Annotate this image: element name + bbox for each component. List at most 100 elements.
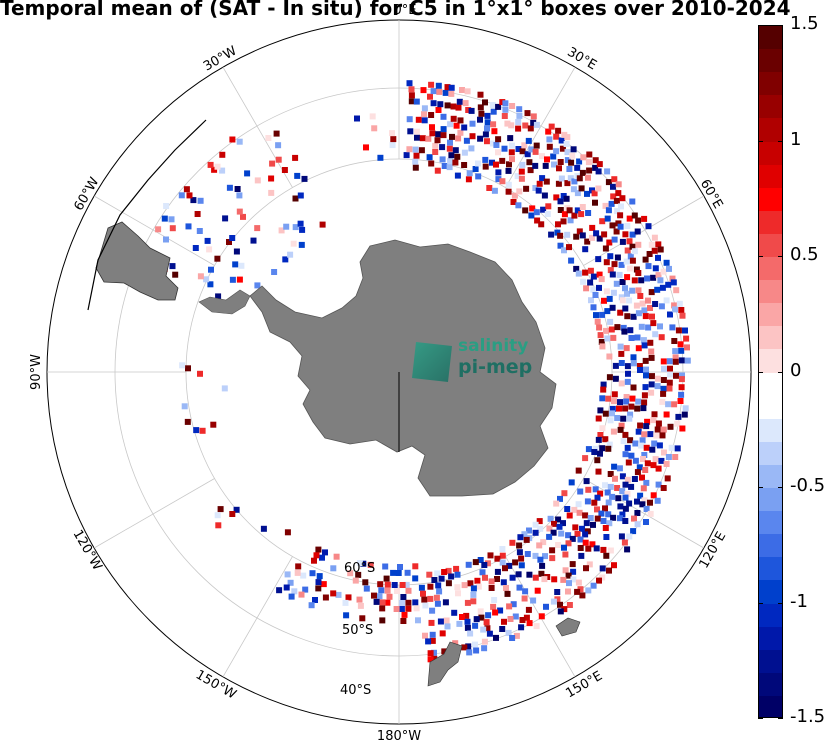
data-cell (529, 205, 536, 212)
data-cell (186, 192, 193, 199)
data-cell (226, 239, 232, 245)
data-cell (432, 142, 439, 149)
data-cell (607, 547, 614, 554)
data-cell (376, 593, 383, 600)
data-cell (434, 137, 441, 144)
data-cell (645, 263, 652, 270)
data-cell (418, 584, 425, 591)
data-cell (684, 357, 691, 364)
data-cell (504, 120, 511, 127)
data-cell (292, 195, 299, 202)
data-cell (585, 210, 592, 216)
data-cell (515, 202, 522, 209)
data-cell (627, 437, 634, 444)
data-cell (598, 339, 605, 345)
data-cell (465, 561, 472, 568)
data-cell (574, 164, 581, 171)
lon-label-120e: 120°E (697, 529, 730, 571)
data-cell (648, 348, 655, 355)
data-cell (172, 271, 179, 278)
data-cell (284, 571, 291, 578)
data-cell (566, 166, 573, 172)
data-cell (592, 445, 599, 452)
data-cell (428, 81, 435, 88)
data-cell (283, 584, 290, 591)
data-cell (599, 565, 606, 572)
data-cell (578, 552, 585, 559)
data-cell (605, 499, 612, 506)
data-cell (610, 428, 617, 435)
data-cell (603, 288, 610, 295)
data-cell (535, 187, 542, 194)
data-cell (554, 589, 561, 595)
data-cell (493, 142, 500, 148)
data-cell (557, 232, 564, 239)
data-cell (464, 624, 471, 631)
data-cell (660, 390, 667, 397)
data-cell (561, 211, 568, 218)
land-masses (87, 119, 581, 687)
data-cell (523, 614, 530, 621)
data-cell (636, 464, 643, 471)
data-cell (493, 634, 499, 641)
data-cell (590, 286, 597, 293)
data-cell (634, 498, 640, 505)
data-cell (585, 545, 592, 552)
data-cell (607, 483, 614, 490)
data-cell (540, 206, 547, 213)
data-cell (545, 128, 552, 135)
data-cell (400, 618, 407, 624)
data-cell (555, 180, 562, 187)
data-cell (299, 226, 306, 233)
colorbar-segment (759, 372, 782, 397)
data-cell (683, 335, 690, 342)
data-cell (644, 460, 651, 467)
data-cell (652, 331, 659, 338)
data-cell (617, 309, 624, 316)
data-cell (441, 569, 448, 575)
data-cell (577, 586, 584, 593)
data-cell (284, 529, 291, 536)
data-cell (671, 401, 678, 408)
data-cell (210, 421, 217, 428)
data-cell (297, 220, 304, 227)
colorbar-segment (759, 303, 782, 327)
data-cell (609, 304, 616, 311)
data-cell (362, 579, 369, 586)
data-cell (455, 135, 462, 142)
data-cell (215, 293, 222, 300)
data-cell (275, 142, 282, 149)
colorbar-segment (759, 187, 782, 212)
data-cell (473, 616, 480, 623)
data-cell (565, 588, 571, 595)
data-cell (509, 156, 515, 163)
data-cell (169, 263, 176, 270)
data-cell (532, 529, 539, 536)
data-cell (595, 468, 602, 475)
data-cell (617, 212, 624, 219)
data-cell (488, 585, 495, 591)
colorbar-tick-mark (758, 718, 763, 719)
data-cell (606, 239, 613, 246)
colorbar-tick-mark (758, 140, 763, 142)
data-cell (643, 479, 650, 486)
data-cell (675, 327, 682, 334)
data-cell (621, 328, 628, 335)
data-cell (634, 510, 641, 516)
data-cell (616, 405, 622, 412)
data-cell (354, 115, 360, 122)
data-cell (505, 629, 512, 636)
data-cell (642, 384, 649, 391)
data-cell (415, 116, 422, 123)
data-cell (451, 609, 458, 616)
data-cell (494, 576, 500, 582)
data-cell (294, 172, 301, 179)
data-cell (560, 520, 566, 527)
data-cell (622, 518, 629, 524)
data-cell (192, 245, 199, 251)
data-cell (183, 186, 190, 193)
data-cell (599, 425, 606, 432)
data-cell (233, 248, 240, 255)
data-cell (575, 467, 582, 474)
